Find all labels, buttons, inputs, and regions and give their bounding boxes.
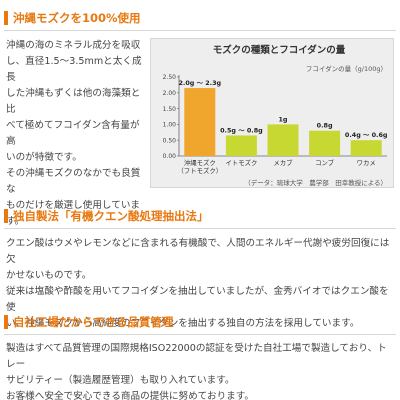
bar-value-label: 2.0g ～ 2.3g (178, 79, 221, 87)
bar-value-label: 1g (278, 115, 287, 123)
x-tick-label: （フトモズク） (177, 166, 222, 175)
text-line: べて極めてフコイダン含有量が高 (6, 120, 140, 147)
text-line: クエン酸はウメやレモンなどに含まれる有機酸で、人間のエネルギー代謝や疲労回復には… (6, 238, 390, 265)
chart-source-note: （データ：琉球大学 農学部 田幸教授による） (244, 178, 387, 187)
chart-title: モズクの種類とフコイダンの量 (213, 44, 346, 56)
divider (4, 30, 396, 31)
x-tick-label: コンブ (315, 158, 335, 167)
x-tick-label: メカブ (273, 158, 293, 167)
text-line: す。 (6, 216, 25, 227)
text-line: 従来は塩酸や酢酸を用いてフコイダンを抽出していましたが、金秀バイオではクエン酸を… (6, 286, 389, 313)
text-line: サビリティー（製造履歴管理）も取り入れています。 (6, 375, 235, 386)
text-line: い、沖縄モズクから高純度のフコイダンを抽出する独自の方法を採用しています。 (6, 318, 360, 329)
bar-value-label: 0.5g ～ 0.8g (220, 126, 263, 134)
text-line: その沖縄モズクのなかでも良質な (6, 168, 141, 195)
bar-value-label: 0.8g (317, 122, 333, 130)
y-tick-label: 0.00 (163, 153, 177, 160)
section-heading-quality: 自社工場だからできる品質管理 (4, 314, 173, 330)
text-line: いのが特徴です。 (6, 152, 82, 163)
heading-accent-bar (4, 315, 8, 329)
text-line: 製造はすべて品質管理の国際規格ISO22000の認証を受けた自社工場で製造してお… (6, 343, 387, 370)
bar (309, 130, 341, 156)
bar-value-label: 0.4g ～ 0.6g (345, 131, 388, 139)
y-tick-label: 1.50 (163, 106, 177, 113)
y-tick-label: 0.50 (163, 137, 177, 144)
chart-unit-label: フコイダンの量（g/100g） (306, 64, 387, 73)
y-tick-label: 2.00 (163, 90, 177, 97)
section-title: 自社工場だからできる品質管理 (13, 315, 174, 329)
divider (4, 228, 396, 229)
divider (4, 334, 396, 335)
section-body: クエン酸はウメやレモンなどに含まれる有機酸で、人間のエネルギー代謝や疲労回復には… (6, 236, 396, 332)
text-line: お客様へ安全で安心できる商品の提供に努めております。 (6, 391, 254, 400)
section-heading-mozuku: 沖縄モズクを100%使用 (4, 10, 141, 26)
section-body: 製造はすべて品質管理の国際規格ISO22000の認証を受けた自社工場で製造してお… (6, 341, 396, 400)
section-heading-extraction: 独自製法「有機クエン酸処理抽出法」 (4, 208, 209, 224)
bar (267, 124, 299, 156)
bar (184, 88, 216, 156)
section-body: 沖縄の海のミネラル成分を吸収 し、直径1.5～3.5mmと太く成長 した沖縄もず… (6, 38, 146, 230)
x-tick-label: イトモズク (225, 158, 257, 167)
text-line: ものだけを厳選し使用していま (6, 200, 141, 211)
fucoidan-chart: モズクの種類とフコイダンの量 フコイダンの量（g/100g） （データ：琉球大学… (150, 38, 394, 188)
chart-svg: モズクの種類とフコイダンの量 フコイダンの量（g/100g） （データ：琉球大学… (163, 44, 388, 187)
x-tick-label: ワカメ (357, 159, 376, 167)
y-tick-label: 2.50 (163, 74, 177, 81)
text-line: した沖縄もずくは他の海藻類と比 (6, 88, 141, 115)
section-title: 独自製法「有機クエン酸処理抽出法」 (13, 209, 209, 223)
x-tick-label: 沖縄モズク (184, 158, 216, 167)
bar (350, 140, 382, 156)
text-line: し、直径1.5～3.5mmと太く成長 (6, 56, 142, 83)
heading-accent-bar (4, 11, 8, 25)
text-line: かせないものです。 (6, 270, 92, 281)
bar (225, 135, 257, 156)
y-tick-label: 1.00 (163, 122, 177, 129)
text-line: 沖縄の海のミネラル成分を吸収 (6, 40, 141, 51)
heading-accent-bar (4, 209, 8, 223)
section-title: 沖縄モズクを100%使用 (13, 11, 141, 25)
